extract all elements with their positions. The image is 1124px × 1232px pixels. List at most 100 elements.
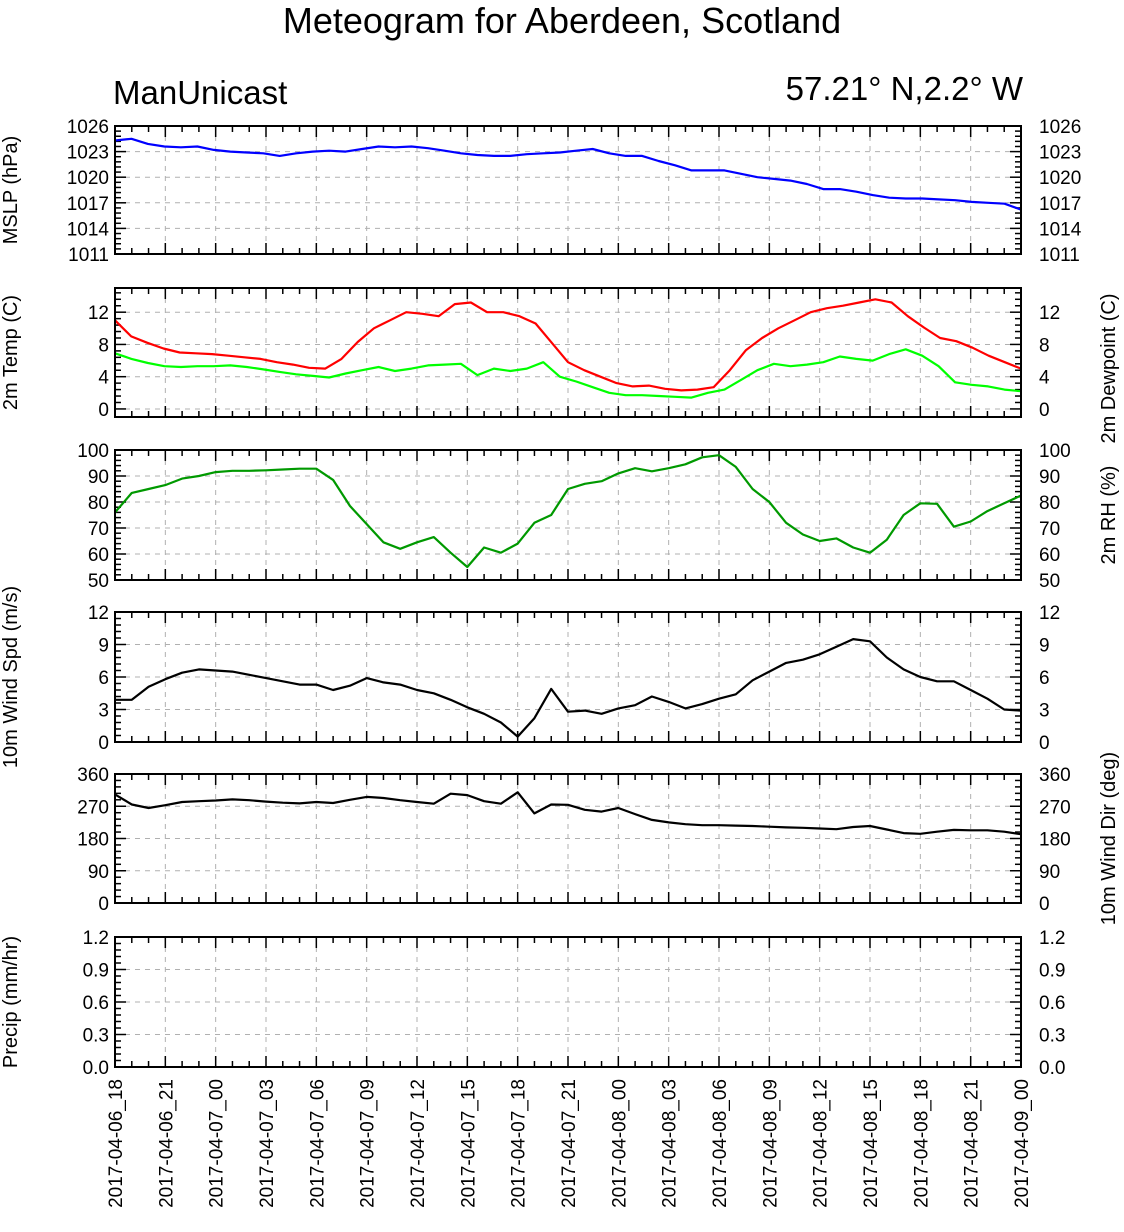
x-tick-label: 2017-04-08_03 [660,1079,681,1208]
y-tick-label-right: 60 [1039,545,1060,566]
panel-frame [114,611,1022,743]
y-tick-label-left: 0.3 [83,1026,109,1047]
y-tick-label-right: 9 [1039,636,1050,657]
x-tick-label: 2017-04-07_12 [408,1079,429,1208]
y-tick-label-left: 0.6 [83,993,109,1014]
y-tick-label-right: 70 [1039,519,1060,540]
chart-title: Meteogram for Aberdeen, Scotland [282,0,842,41]
y-tick-label-right: 1017 [1039,194,1081,215]
series-line [114,137,1022,211]
y-tick-label-right: 0.0 [1039,1058,1065,1079]
y-tick-label-left: 180 [77,830,109,851]
y-tick-label-left: 1011 [68,245,109,266]
y-tick-label-right: 1014 [1039,219,1082,240]
y-tick-label-left: 6 [98,668,109,689]
location-coordinates-label: 57.21° N,2.2° W [785,70,1023,107]
y-tick-label-left: 90 [88,862,109,883]
series-line [115,637,1022,738]
y-tick-label-left: 100 [77,441,109,462]
y-tick-label-right: 1023 [1039,143,1081,164]
y-tick-label-right: 12 [1039,603,1060,624]
y-tick-label-left: 3 [98,701,109,722]
y-tick-label-right: 0.9 [1039,961,1065,982]
y-tick-label-left: 80 [88,493,109,514]
y-tick-label-left: 360 [77,765,109,786]
y-tick-label-right: 0 [1039,733,1050,754]
y-tick-label-right: 180 [1039,830,1071,851]
y-tick-label-left: 60 [88,545,109,566]
y-tick-label-right: 0.3 [1039,1026,1065,1047]
x-tick-label: 2017-04-08_15 [861,1079,882,1208]
x-tick-label: 2017-04-07_00 [207,1079,228,1208]
y-tick-label-right: 8 [1039,335,1050,356]
y-tick-label-left: 50 [88,571,109,592]
y-tick-label-right: 100 [1039,441,1071,462]
y-axis-label-left: MSLP (hPa) [0,136,22,245]
y-tick-label-left: 0 [98,894,109,915]
y-tick-label-right: 0 [1039,400,1050,421]
x-tick-label: 2017-04-06_18 [106,1079,127,1208]
panel-frame [114,449,1022,581]
y-tick-label-left: 90 [88,467,109,488]
y-tick-label-right: 90 [1039,862,1060,883]
y-tick-label-left: 12 [88,603,109,624]
x-tick-label: 2017-04-08_21 [962,1079,983,1208]
y-tick-label-left: 0 [98,733,109,754]
panel-frame [114,125,1022,255]
y-tick-label-right: 4 [1039,368,1050,389]
x-tick-label: 2017-04-08_18 [911,1079,932,1208]
x-tick-label: 2017-04-07_09 [358,1079,379,1208]
y-tick-label-right: 50 [1039,571,1060,592]
x-tick-label: 2017-04-07_15 [458,1079,479,1208]
x-tick-label: 2017-04-06_21 [156,1079,177,1208]
x-tick-label: 2017-04-07_03 [257,1079,278,1208]
panel-frame [114,936,1022,1068]
y-tick-label-right: 270 [1039,797,1071,818]
y-tick-label-left: 4 [98,368,109,389]
x-tick-label: 2017-04-08_12 [811,1079,832,1208]
y-tick-label-left: 9 [98,636,109,657]
y-tick-label-right: 3 [1039,701,1050,722]
y-tick-label-right: 1020 [1039,168,1081,189]
y-axis-label-right: 2m Dewpoint (C) [1098,293,1120,443]
y-tick-label-right: 0 [1039,894,1050,915]
y-tick-label-left: 1017 [67,194,109,215]
y-tick-label-left: 12 [88,303,109,324]
y-tick-label-left: 0 [98,400,109,421]
y-tick-label-left: 270 [77,797,109,818]
y-tick-label-right: 1026 [1039,117,1081,138]
y-axis-label-left: Precip (mm/hr) [0,936,22,1068]
y-tick-label-left: 1.2 [83,928,109,949]
panel-frame [114,287,1022,418]
model-name-label: ManUnicast [113,74,288,111]
y-tick-label-right: 90 [1039,467,1060,488]
y-tick-label-right: 360 [1039,765,1071,786]
series-line [114,298,1022,392]
y-axis-label-left: 10m Wind Spd (m/s) [0,586,22,768]
y-tick-label-left: 1023 [67,143,109,164]
y-tick-label-left: 8 [98,335,109,356]
x-tick-label: 2017-04-08_00 [609,1079,630,1208]
x-tick-label: 2017-04-09_00 [1012,1079,1033,1208]
y-tick-label-right: 12 [1039,303,1060,324]
y-tick-label-right: 0.6 [1039,993,1065,1014]
x-tick-label: 2017-04-07_06 [307,1079,328,1208]
y-axis-label-right: 10m Wind Dir (deg) [1098,752,1120,925]
y-tick-label-left: 0.9 [83,961,109,982]
y-axis-label-right: 2m RH (%) [1098,466,1120,565]
x-tick-label: 2017-04-07_18 [509,1079,530,1208]
y-tick-label-left: 70 [88,519,109,540]
series-line [114,454,1022,569]
y-tick-label-left: 1020 [67,168,109,189]
y-tick-label-left: 1026 [67,117,109,138]
y-tick-label-right: 80 [1039,493,1060,514]
x-tick-label: 2017-04-08_09 [760,1079,781,1208]
x-tick-label: 2017-04-08_06 [710,1079,731,1208]
panel-frame [114,773,1022,904]
y-tick-label-right: 1.2 [1039,928,1065,949]
series-line [114,348,1022,399]
y-tick-label-left: 0.0 [83,1058,109,1079]
y-tick-label-right: 1011 [1039,245,1080,266]
y-tick-label-left: 1014 [67,219,110,240]
